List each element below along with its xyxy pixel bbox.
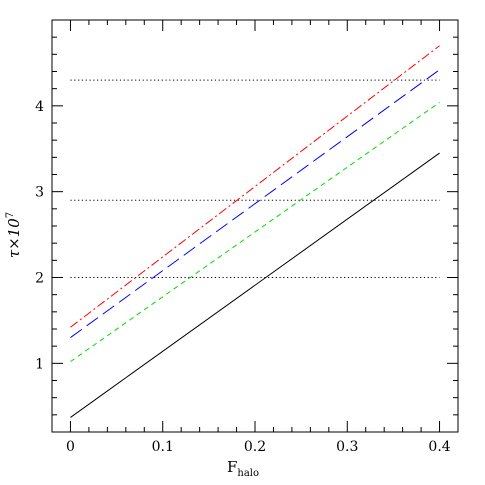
series-line-4 [70, 45, 440, 328]
y-tick-label: 1 [35, 356, 44, 372]
x-axis-label-subscript: halo [237, 468, 259, 479]
series-line-2 [70, 101, 440, 363]
y-axis-label: τ×107 [5, 212, 23, 258]
x-tick-label: 0.1 [152, 439, 174, 455]
y-tick-label: 3 [35, 185, 44, 201]
series-lines [70, 45, 440, 418]
tick-labels: 0 0.1 0.2 0.3 0.4 1 2 3 4 [35, 99, 451, 455]
y-tick-label: 2 [35, 271, 44, 287]
x-tick-label: 0 [66, 439, 75, 455]
reference-lines [70, 79, 440, 278]
y-axis-label-main: τ×10 [5, 218, 23, 258]
plot-frame [51, 19, 459, 433]
x-tick-label: 0.4 [428, 439, 450, 455]
series-line-3 [70, 69, 440, 338]
x-tick-label: 0.2 [244, 439, 266, 455]
x-axis-label: Fhalo [227, 458, 259, 479]
y-axis-label-superscript: 7 [5, 212, 16, 218]
axis-ticks [52, 19, 458, 433]
series-line-1 [70, 152, 440, 418]
y-tick-label: 4 [35, 99, 44, 115]
x-axis-label-main: F [227, 458, 237, 476]
x-tick-label: 0.3 [336, 439, 358, 455]
